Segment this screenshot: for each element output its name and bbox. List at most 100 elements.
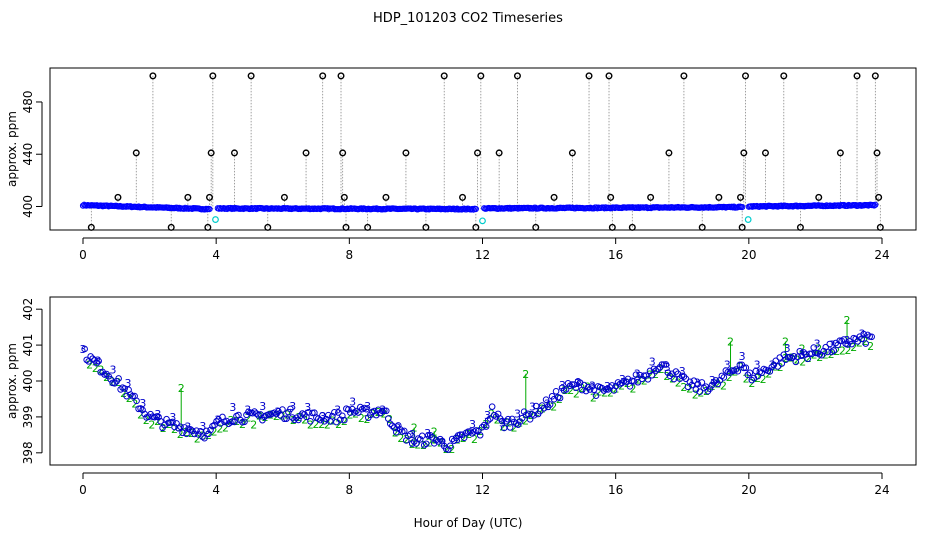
series-2-mark: 2 bbox=[499, 420, 506, 433]
baseline-point bbox=[229, 204, 237, 212]
series-3-mark: 3 bbox=[244, 404, 251, 417]
outlier-point bbox=[319, 72, 327, 80]
series-3-mark: 3 bbox=[259, 400, 266, 413]
series-2-mark: 2 bbox=[652, 368, 659, 381]
series-3-point bbox=[824, 348, 832, 356]
series-3-point bbox=[129, 392, 136, 400]
series-2-mark: 2 bbox=[137, 408, 144, 421]
series-2-mark: 2 bbox=[363, 413, 370, 426]
series-3-point bbox=[87, 353, 94, 360]
series-2-mark: 2 bbox=[867, 340, 874, 353]
baseline-point bbox=[463, 206, 470, 213]
series-3-point bbox=[750, 374, 758, 382]
series-2-mark: 2 bbox=[222, 422, 229, 435]
series-3-mark: 3 bbox=[409, 428, 416, 441]
series-3-point bbox=[175, 424, 182, 432]
series-2-mark: 2 bbox=[392, 427, 399, 440]
outlier-point bbox=[364, 223, 372, 231]
outlier-point bbox=[550, 193, 558, 201]
series-2-mark: 2 bbox=[646, 369, 653, 382]
outlier-point bbox=[836, 149, 844, 157]
series-3-point bbox=[426, 431, 434, 439]
series-3-point bbox=[199, 433, 206, 440]
series-3-point bbox=[550, 395, 558, 403]
outlier-point bbox=[342, 223, 350, 231]
series-2-mark: 2 bbox=[228, 414, 235, 427]
series-2-mark: 2 bbox=[411, 422, 418, 435]
series-2-mark: 2 bbox=[103, 371, 110, 384]
series-2-mark: 2 bbox=[131, 397, 138, 410]
series-3-point bbox=[349, 405, 356, 413]
series-3-point bbox=[864, 331, 871, 339]
series-3-point bbox=[862, 340, 869, 347]
series-3-point bbox=[81, 345, 88, 353]
series-2-mark: 2 bbox=[624, 377, 631, 390]
outlier-point bbox=[440, 72, 448, 80]
series-3-point bbox=[604, 386, 612, 393]
series-3-point bbox=[446, 442, 454, 450]
series-3-point bbox=[778, 360, 786, 367]
series-3-mark: 3 bbox=[709, 374, 716, 387]
series-3-point bbox=[309, 409, 316, 417]
series-3-point bbox=[662, 361, 670, 368]
outlier-point bbox=[340, 193, 348, 201]
series-3-point bbox=[329, 412, 336, 420]
series-3-point bbox=[374, 406, 382, 414]
cyan-point bbox=[212, 216, 219, 223]
series-2-mark: 2 bbox=[815, 343, 822, 356]
series-3-point bbox=[530, 412, 538, 419]
series-3-point bbox=[744, 371, 752, 379]
x-tick-label: 8 bbox=[346, 248, 354, 262]
x-tick-label: 12 bbox=[475, 248, 490, 262]
series-3-point bbox=[207, 426, 214, 434]
series-2-mark: 2 bbox=[245, 412, 252, 425]
series-3-point bbox=[748, 376, 756, 384]
series-2-mark: 2 bbox=[782, 336, 789, 349]
baseline-point bbox=[180, 205, 188, 212]
series-3-point bbox=[820, 347, 828, 355]
series-3-mark: 3 bbox=[80, 343, 87, 356]
baseline-point bbox=[835, 202, 842, 209]
series-2-mark: 2 bbox=[607, 386, 614, 399]
series-3-point bbox=[115, 375, 122, 382]
outlier-point bbox=[459, 193, 467, 201]
series-2-mark: 2 bbox=[126, 392, 133, 405]
baseline-point bbox=[844, 202, 851, 210]
series-3-point bbox=[584, 383, 592, 391]
outlier-point bbox=[742, 72, 750, 80]
series-2-mark: 2 bbox=[584, 381, 591, 394]
series-3-point bbox=[249, 409, 256, 417]
series-3-mark: 3 bbox=[319, 410, 326, 423]
series-3-point bbox=[626, 383, 634, 390]
baseline-point bbox=[206, 206, 213, 213]
outlier-point bbox=[184, 193, 192, 201]
series-3-point bbox=[552, 387, 560, 395]
series-3-point bbox=[746, 369, 754, 377]
series-3-point bbox=[347, 409, 354, 416]
series-3-point bbox=[251, 408, 258, 415]
series-2-mark: 2 bbox=[341, 415, 348, 428]
series-3-point bbox=[772, 357, 780, 365]
series-3-point bbox=[860, 330, 867, 338]
series-3-point bbox=[612, 382, 620, 390]
series-2-mark: 2 bbox=[397, 432, 404, 445]
series-3-point bbox=[231, 418, 238, 426]
series-3-point bbox=[193, 427, 200, 434]
x-tick-label: 4 bbox=[212, 248, 220, 262]
series-3-mark: 3 bbox=[109, 363, 116, 376]
series-3-point bbox=[686, 378, 694, 386]
outlier-point bbox=[280, 193, 288, 201]
outlier-point bbox=[167, 223, 175, 231]
outlier-point bbox=[647, 193, 655, 201]
series-2-mark: 2 bbox=[669, 373, 676, 386]
series-3-point bbox=[706, 385, 714, 393]
series-2-mark: 2 bbox=[482, 418, 489, 431]
outlier-point bbox=[853, 72, 861, 80]
series-3-point bbox=[404, 432, 412, 440]
top-panel: approx. ppm 0 4 8 12 16 20 24 400 440 480 bbox=[5, 67, 917, 262]
series-3-point bbox=[363, 405, 370, 413]
series-3-point bbox=[406, 431, 414, 438]
series-2-mark: 2 bbox=[120, 387, 127, 400]
series-2-mark: 2 bbox=[675, 377, 682, 390]
x-tick-label: 20 bbox=[741, 483, 756, 497]
